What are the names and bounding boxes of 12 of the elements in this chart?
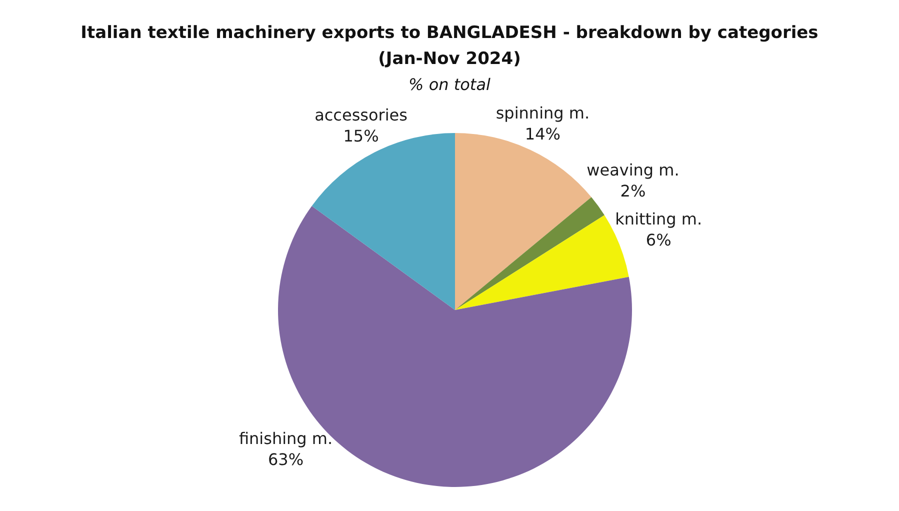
data-label: 63%	[268, 450, 304, 470]
slice-label: spinning m.	[496, 104, 590, 123]
slice-label: finishing m.	[238, 429, 333, 448]
data-label: 15%	[343, 126, 379, 146]
chart-subtitle: % on total	[408, 74, 490, 96]
chart-title: Italian textile machinery exports to BANGLADESH - breakdown by categories (Jan-Nov 2024)	[80, 22, 820, 71]
data-label: 2%	[620, 182, 646, 201]
data-label: 14%	[524, 124, 560, 144]
data-label: 6%	[646, 230, 672, 250]
slice-label: knitting m.	[615, 209, 702, 228]
slice-label: accessories	[314, 106, 408, 125]
slice-label: weaving m.	[586, 160, 680, 180]
